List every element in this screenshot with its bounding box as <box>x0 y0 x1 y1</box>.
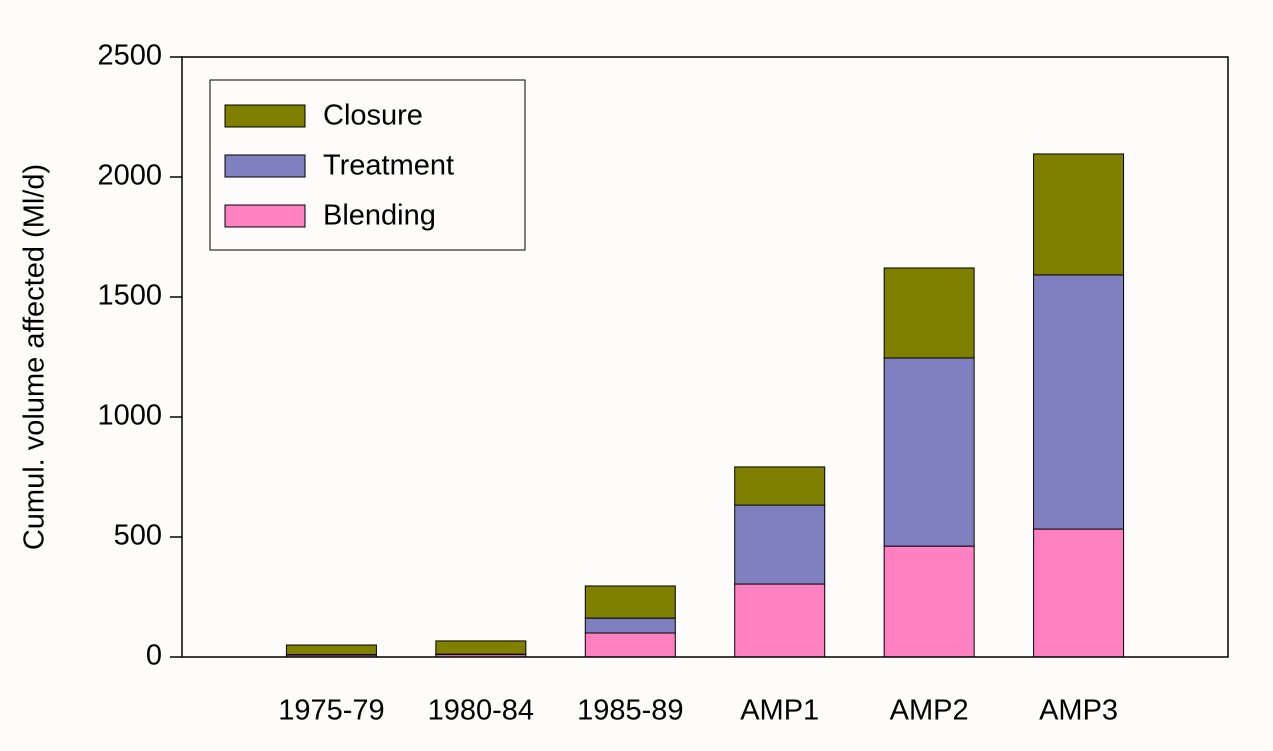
y-axis-label: Cumul. volume affected (Ml/d) <box>19 164 51 550</box>
legend-swatch <box>224 104 306 128</box>
bar-segment <box>883 267 975 359</box>
x-tick-label: 1975-79 <box>278 695 384 727</box>
bar-segment <box>1033 274 1125 530</box>
bar-segment <box>435 640 527 655</box>
legend-swatch <box>224 204 306 228</box>
legend-label: Blending <box>323 200 436 232</box>
x-tick-label: 1985-89 <box>577 695 683 727</box>
bar-segment <box>883 545 975 658</box>
y-tick-label: 0 <box>146 640 162 672</box>
bar-segment <box>584 585 676 619</box>
y-tick-label: 1000 <box>97 400 162 432</box>
bar-segment <box>285 644 377 656</box>
x-tick-label: AMP3 <box>1039 695 1118 727</box>
y-tick-label: 2000 <box>97 160 162 192</box>
x-tick-label: 1980-84 <box>428 695 534 727</box>
bar-segment <box>734 466 826 506</box>
bar-segment <box>734 504 826 585</box>
bar-segment <box>1033 528 1125 658</box>
legend-swatch <box>224 154 306 178</box>
x-tick-label: AMP1 <box>740 695 819 727</box>
bar-segment <box>584 617 676 634</box>
y-tick-label: 1500 <box>97 280 162 312</box>
bar-segment <box>1033 153 1125 276</box>
plot-frame <box>181 56 1229 658</box>
bar-segment <box>883 357 975 547</box>
bar-segment <box>734 583 826 658</box>
legend-box <box>209 79 526 251</box>
y-tick-label: 500 <box>114 520 162 552</box>
legend-label: Treatment <box>323 150 454 182</box>
bar-segment <box>584 632 676 658</box>
legend-label: Closure <box>323 100 423 132</box>
y-tick-label: 2500 <box>97 40 162 72</box>
x-tick-label: AMP2 <box>890 695 969 727</box>
